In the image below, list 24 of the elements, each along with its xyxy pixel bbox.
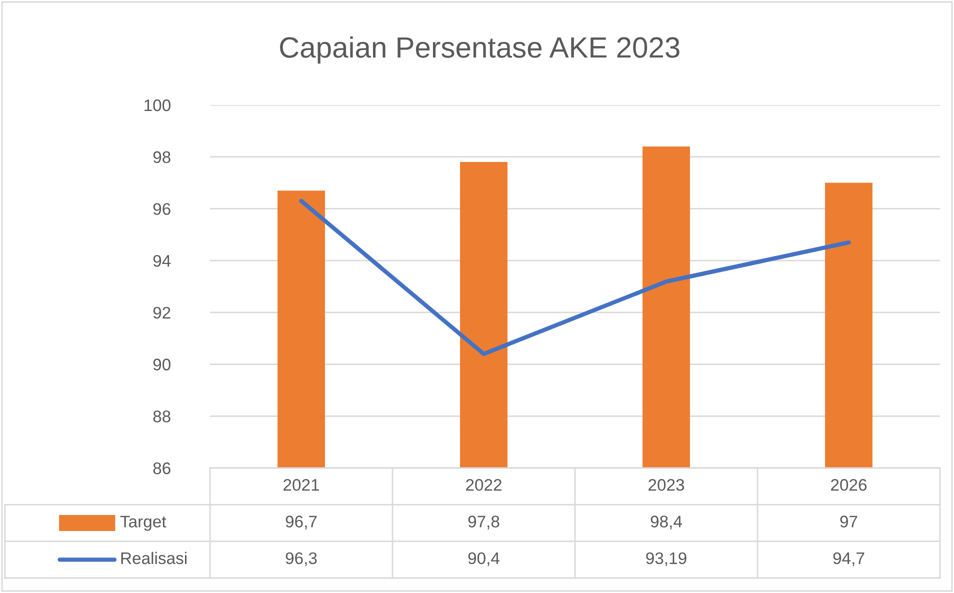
data-label: 96,7 bbox=[286, 516, 317, 530]
data-label: 98,4 bbox=[650, 516, 682, 530]
x-tick-label: 2023 bbox=[648, 479, 684, 491]
y-tick-label: 86 bbox=[153, 462, 170, 474]
line-series bbox=[299, 198, 851, 356]
y-tick-label: 88 bbox=[153, 410, 170, 422]
data-label: 97,8 bbox=[468, 516, 500, 530]
data-label: 93,19 bbox=[646, 552, 686, 566]
y-tick-label: 96 bbox=[153, 203, 170, 215]
x-tick-label: 2026 bbox=[831, 479, 867, 491]
chart-title: Capaian Persentase AKE 2023 bbox=[280, 36, 680, 64]
y-tick-label: 90 bbox=[153, 358, 170, 370]
legend-label: Realisasi bbox=[121, 552, 186, 564]
legend-label: Target bbox=[120, 516, 166, 531]
data-label: 94,7 bbox=[833, 552, 864, 566]
data-label: 97 bbox=[840, 516, 858, 528]
data-label: 90,4 bbox=[468, 552, 500, 566]
data-label: 96,3 bbox=[286, 552, 317, 566]
x-tick-label: 2022 bbox=[466, 479, 502, 491]
x-tick-label: 2021 bbox=[284, 479, 319, 491]
y-tick-label: 98 bbox=[153, 151, 170, 164]
y-tick-label: 100 bbox=[144, 99, 170, 112]
y-tick-label: 94 bbox=[153, 254, 171, 267]
y-tick-label: 92 bbox=[153, 306, 170, 319]
